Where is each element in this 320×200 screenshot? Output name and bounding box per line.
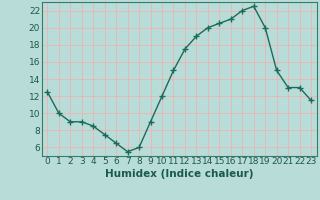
- X-axis label: Humidex (Indice chaleur): Humidex (Indice chaleur): [105, 169, 253, 179]
